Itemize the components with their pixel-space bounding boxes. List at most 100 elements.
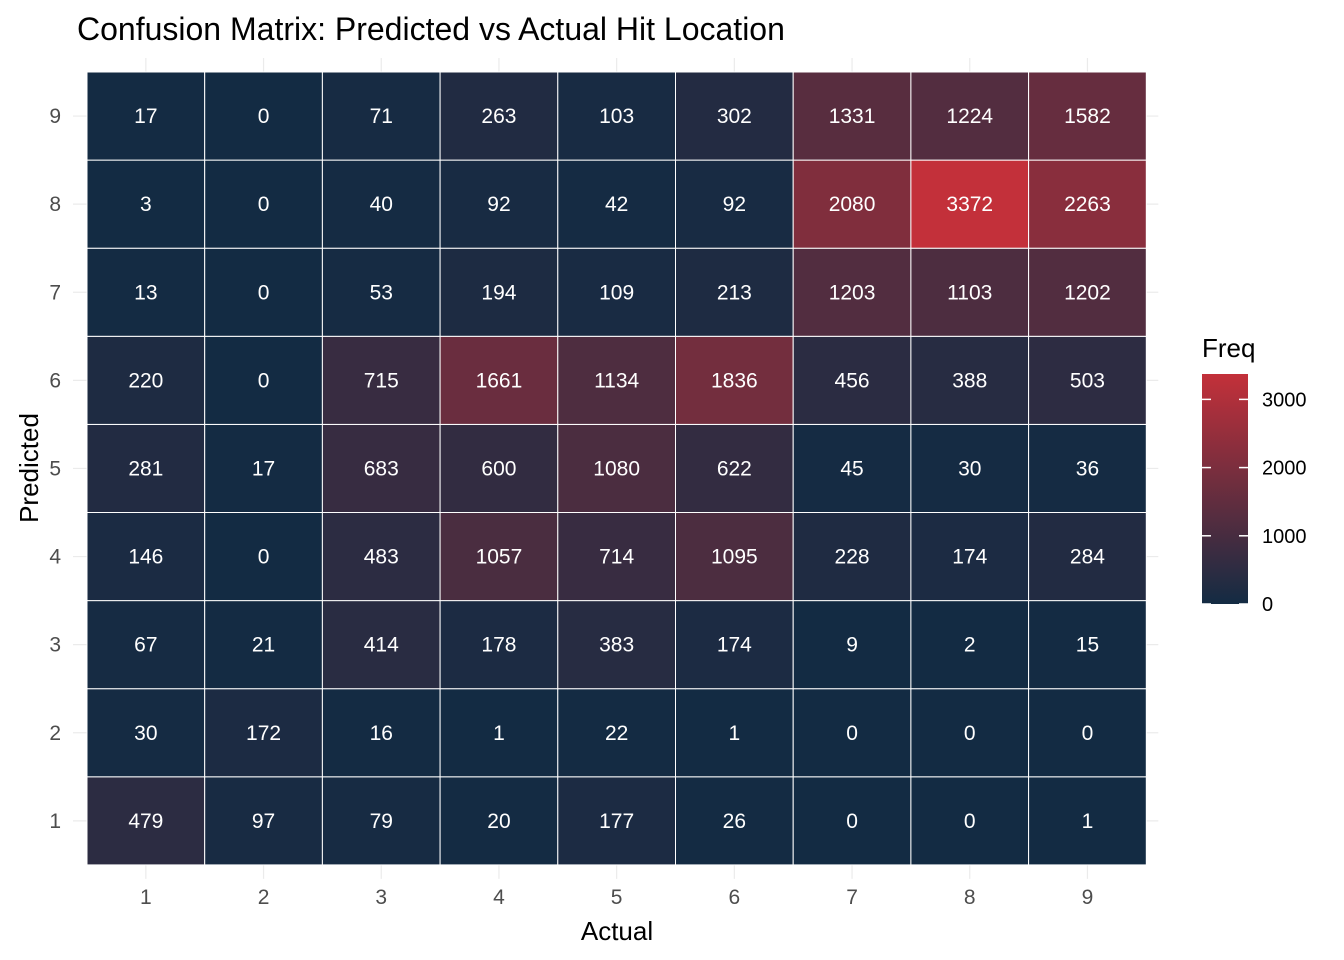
- cell-value-label: 53: [370, 281, 393, 304]
- cell-value-label: 15: [1076, 634, 1099, 657]
- x-tick-label: 7: [846, 886, 858, 909]
- cell-value-label: 715: [364, 369, 399, 392]
- cell-value-label: 1103: [947, 281, 992, 304]
- y-tick-label: 8: [49, 193, 61, 216]
- cell-value-label: 13: [134, 281, 157, 304]
- cell-value-label: 714: [599, 546, 634, 569]
- cell-value-label: 103: [599, 105, 634, 128]
- y-axis-title: Predicted: [14, 413, 44, 523]
- heatmap-cell: [792, 688, 912, 778]
- heatmap-cell: [1028, 600, 1147, 690]
- x-tick-label: 9: [1082, 886, 1094, 909]
- cell-value-label: 503: [1070, 369, 1105, 392]
- heatmap-cell: [439, 512, 559, 602]
- cell-value-label: 1202: [1064, 281, 1111, 304]
- cell-value-label: 79: [370, 810, 393, 833]
- heatmap-cell: [1028, 159, 1147, 249]
- heatmap-cell: [675, 776, 794, 866]
- color-legend: Freq 0 1000 2000 3000: [1202, 333, 1307, 616]
- cell-value-label: 17: [134, 105, 157, 128]
- cell-value-label: 36: [1076, 457, 1099, 480]
- heatmap-cell: [792, 423, 912, 513]
- heatmap-cell: [439, 335, 559, 425]
- heatmap-cell: [86, 600, 206, 690]
- cell-value-label: 67: [134, 634, 157, 657]
- cell-value-label: 21: [252, 634, 275, 657]
- heatmap-cell: [204, 335, 323, 425]
- heatmap-cell: [557, 600, 676, 690]
- heatmap-cell: [910, 159, 1030, 249]
- y-tick-label: 7: [49, 281, 61, 304]
- legend-title: Freq: [1202, 333, 1255, 363]
- heatmap-cells: 479 97 79 20 177 26 0 0 130 172 16 1 22 1 0 0 067 21 414 17…: [86, 71, 1147, 866]
- cell-value-label: 1836: [711, 369, 758, 392]
- heatmap-cell: [439, 776, 559, 866]
- heatmap-cell: [321, 159, 441, 249]
- heatmap-cell: [792, 335, 912, 425]
- heatmap-cell: [557, 688, 676, 778]
- x-tick-label: 6: [729, 886, 741, 909]
- cell-value-label: 1582: [1064, 105, 1111, 128]
- cell-value-label: 220: [128, 369, 163, 392]
- cell-value-label: 92: [487, 193, 510, 216]
- cell-value-label: 622: [717, 457, 752, 480]
- cell-value-label: 174: [717, 634, 752, 657]
- cell-value-label: 97: [252, 810, 275, 833]
- heatmap-cell: [675, 335, 794, 425]
- legend-tick-label: 1000: [1262, 526, 1307, 548]
- heatmap-cell: [910, 247, 1030, 337]
- cell-value-label: 146: [128, 546, 163, 569]
- cell-value-label: 456: [835, 369, 870, 392]
- heatmap-cell: [86, 688, 206, 778]
- cell-value-label: 177: [599, 810, 634, 833]
- cell-value-label: 1661: [476, 369, 523, 392]
- x-tick-label: 3: [375, 886, 387, 909]
- heatmap-cell: [439, 688, 559, 778]
- cell-value-label: 0: [258, 369, 270, 392]
- cell-value-label: 0: [964, 722, 976, 745]
- heatmap-cell: [321, 600, 441, 690]
- cell-value-label: 0: [258, 105, 270, 128]
- cell-value-label: 0: [258, 193, 270, 216]
- legend-ticks: 0 1000 2000 3000: [1202, 389, 1307, 616]
- cell-value-label: 1: [729, 722, 741, 745]
- heatmap-cell: [204, 71, 323, 161]
- heatmap-cell: [86, 71, 206, 161]
- cell-value-label: 174: [952, 546, 987, 569]
- cell-value-label: 388: [952, 369, 987, 392]
- cell-value-label: 20: [487, 810, 510, 833]
- y-axis-ticks: 1 2 3 4 5 6 7 8 9: [49, 105, 61, 833]
- cell-value-label: 9: [846, 634, 858, 657]
- cell-value-label: 42: [605, 193, 628, 216]
- heatmap-cell: [675, 159, 794, 249]
- cell-value-label: 3: [140, 193, 152, 216]
- heatmap-cell: [1028, 776, 1147, 866]
- heatmap-cell: [557, 71, 676, 161]
- cell-value-label: 1095: [711, 546, 758, 569]
- heatmap-cell: [321, 688, 441, 778]
- heatmap-cell: [439, 423, 559, 513]
- legend-tick-label: 0: [1262, 594, 1273, 616]
- cell-value-label: 213: [717, 281, 752, 304]
- cell-value-label: 1331: [829, 105, 876, 128]
- heatmap-cell: [910, 423, 1030, 513]
- heatmap-cell: [1028, 423, 1147, 513]
- heatmap-cell: [675, 600, 794, 690]
- heatmap-cell: [86, 159, 206, 249]
- cell-value-label: 30: [134, 722, 157, 745]
- cell-value-label: 0: [964, 810, 976, 833]
- cell-value-label: 483: [364, 546, 399, 569]
- cell-value-label: 302: [717, 105, 752, 128]
- x-axis-ticks: 1 2 3 4 5 6 7 8 9: [140, 886, 1093, 909]
- y-tick-label: 5: [49, 457, 61, 480]
- heatmap-cell: [204, 512, 323, 602]
- cell-value-label: 284: [1070, 546, 1105, 569]
- heatmap-cell: [675, 71, 794, 161]
- cell-value-label: 683: [364, 457, 399, 480]
- heatmap-cell: [557, 512, 676, 602]
- heatmap-cell: [439, 247, 559, 337]
- chart-title: Confusion Matrix: Predicted vs Actual Hi…: [77, 11, 785, 47]
- legend-colorbar: [1202, 374, 1248, 604]
- x-tick-label: 8: [964, 886, 976, 909]
- cell-value-label: 414: [364, 634, 399, 657]
